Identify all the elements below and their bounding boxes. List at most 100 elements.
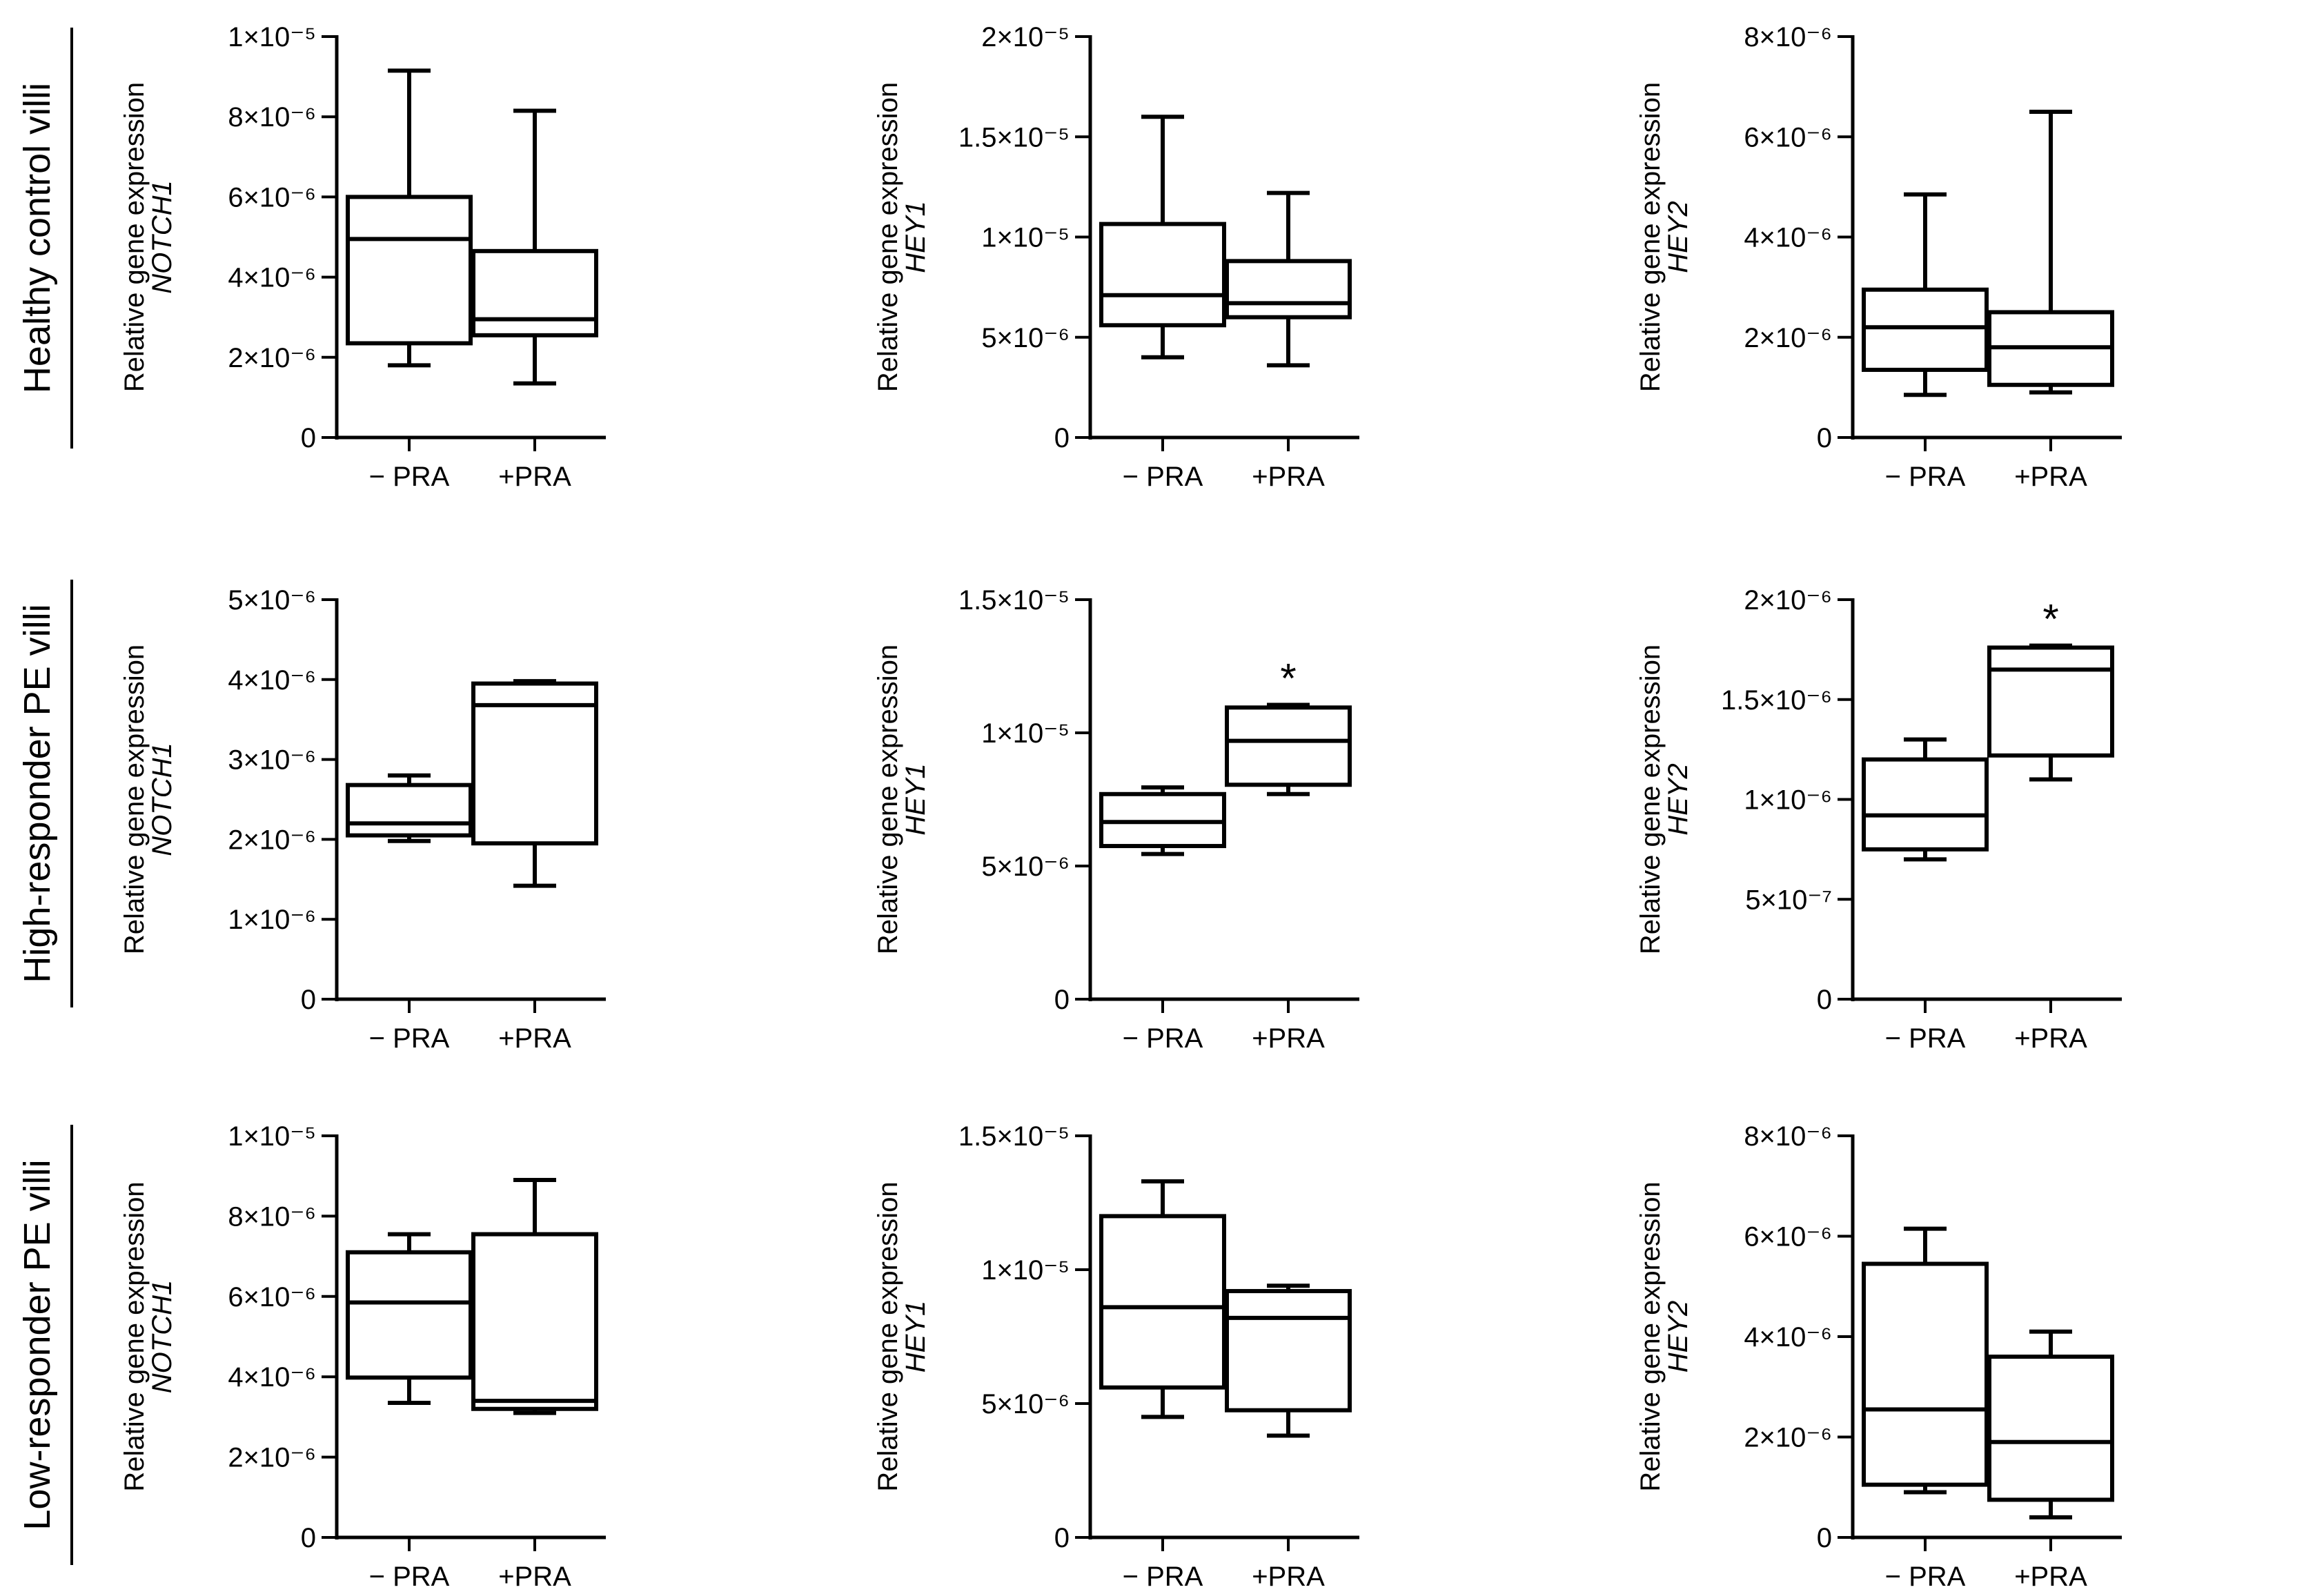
box-minus-pra <box>346 68 473 368</box>
iqr-box <box>471 1232 598 1411</box>
box-plus-pra <box>1225 702 1352 796</box>
box-plus-pra <box>1987 109 2114 395</box>
panel-r1-c0: 0 1×10⁻⁶ 2×10⁻⁶ 3×10⁻⁶ 4×10⁻⁶ 5×10⁻⁶ Relative … <box>119 585 606 1054</box>
y-tick-label: 8×10⁻⁶ <box>1744 22 1832 52</box>
y-tick-label: 1×10⁻⁵ <box>228 22 316 52</box>
x-category-label: +PRA <box>2014 1023 2087 1054</box>
box-plus-pra <box>1225 190 1352 368</box>
y-axis-label: Relative gene expression <box>1635 82 1666 392</box>
significance-asterisk: * <box>2042 596 2058 642</box>
y-axis-gene-label: HEY2 <box>1663 763 1693 836</box>
x-category-label: +PRA <box>498 1023 571 1054</box>
y-tick-label: 5×10⁻⁶ <box>228 585 316 616</box>
y-tick-label: 4×10⁻⁶ <box>228 1362 316 1393</box>
x-category-label: +PRA <box>1252 1023 1325 1054</box>
y-axis-gene-label: NOTCH1 <box>147 180 177 293</box>
y-tick-label: 0 <box>1054 1523 1070 1553</box>
y-tick-label: 1.5×10⁻⁵ <box>958 1121 1070 1152</box>
x-category-label: +PRA <box>498 1562 571 1592</box>
box-minus-pra <box>1099 115 1226 360</box>
y-tick-label: 2×10⁻⁶ <box>228 825 316 855</box>
y-tick-label: 2×10⁻⁶ <box>228 343 316 373</box>
y-axis-gene-label: HEY1 <box>900 763 931 836</box>
y-tick-label: 1×10⁻⁵ <box>981 223 1070 253</box>
y-tick-label: 2×10⁻⁵ <box>981 22 1070 52</box>
y-axis-label: Relative gene expression <box>119 1181 150 1491</box>
box-plus-pra <box>1987 1329 2114 1519</box>
y-tick-label: 5×10⁻⁶ <box>981 323 1070 353</box>
y-tick-label: 1×10⁻⁵ <box>981 718 1070 749</box>
iqr-box <box>1862 1261 1989 1487</box>
iqr-box <box>1099 1214 1226 1390</box>
y-axis-gene-label: NOTCH1 <box>147 1280 177 1393</box>
y-tick-label: 1×10⁻⁶ <box>228 905 316 935</box>
y-tick-label: 0 <box>1817 985 1832 1015</box>
y-tick-label: 2×10⁻⁶ <box>1744 323 1832 353</box>
y-tick-label: 0 <box>1054 985 1070 1015</box>
y-tick-label: 1×10⁻⁶ <box>1744 785 1832 816</box>
iqr-box <box>1862 757 1989 852</box>
x-category-label: − PRA <box>1123 1562 1203 1592</box>
x-category-label: +PRA <box>1252 462 1325 492</box>
row-label-1: High-responder PE villi <box>17 604 58 983</box>
y-tick-label: 0 <box>301 423 316 453</box>
y-tick-label: 3×10⁻⁶ <box>228 745 316 776</box>
y-tick-label: 5×10⁻⁶ <box>981 1389 1070 1419</box>
y-tick-label: 4×10⁻⁶ <box>1744 223 1832 253</box>
x-category-label: − PRA <box>1885 1562 1966 1592</box>
y-tick-label: 8×10⁻⁶ <box>228 1201 316 1232</box>
y-tick-label: 5×10⁻⁷ <box>1745 885 1832 915</box>
y-tick-label: 0 <box>1817 1523 1832 1553</box>
y-axis-label: Relative gene expression <box>1635 1181 1666 1491</box>
y-axis-gene-label: HEY1 <box>900 201 931 273</box>
iqr-box <box>1099 222 1226 328</box>
y-tick-label: 8×10⁻⁶ <box>228 102 316 132</box>
x-category-label: − PRA <box>1123 1023 1203 1054</box>
y-tick-label: 0 <box>1054 423 1070 453</box>
y-tick-label: 6×10⁻⁶ <box>228 182 316 213</box>
y-tick-label: 1.5×10⁻⁶ <box>1721 685 1832 716</box>
box-plus-pra <box>1987 643 2114 782</box>
x-category-label: − PRA <box>1123 462 1203 492</box>
x-category-label: − PRA <box>369 1562 450 1592</box>
box-plus-pra <box>1225 1283 1352 1438</box>
y-tick-label: 4×10⁻⁶ <box>1744 1322 1832 1352</box>
y-tick-label: 2×10⁻⁶ <box>1744 585 1832 616</box>
panel-r0-c1: 0 5×10⁻⁶ 1×10⁻⁵ 1.5×10⁻⁵ 2×10⁻⁵ Relative gene… <box>873 22 1359 492</box>
x-category-label: +PRA <box>498 462 571 492</box>
iqr-box <box>471 681 598 846</box>
y-axis-label: Relative gene expression <box>873 1181 903 1491</box>
iqr-box <box>1225 1289 1352 1413</box>
panel-r2-c1: 0 5×10⁻⁶ 1×10⁻⁵ 1.5×10⁻⁵ Relative gene expre… <box>873 1121 1359 1592</box>
y-axis-label: Relative gene expression <box>873 645 903 954</box>
panel-r1-c2: 0 5×10⁻⁷ 1×10⁻⁶ 1.5×10⁻⁶ 2×10⁻⁶ Relative gene… <box>1635 585 2122 1054</box>
y-tick-label: 1×10⁻⁵ <box>228 1121 316 1152</box>
row-label-0: Healthy control villi <box>17 83 58 393</box>
iqr-box <box>1987 645 2114 758</box>
y-tick-label: 2×10⁻⁶ <box>228 1443 316 1473</box>
y-tick-label: 8×10⁻⁶ <box>1744 1121 1832 1152</box>
box-minus-pra <box>1862 192 1989 397</box>
y-axis-gene-label: HEY2 <box>1663 1301 1693 1373</box>
y-tick-label: 6×10⁻⁶ <box>228 1282 316 1312</box>
y-tick-label: 1.5×10⁻⁵ <box>958 585 1070 616</box>
x-category-label: +PRA <box>2014 462 2087 492</box>
y-tick-label: 4×10⁻⁶ <box>228 263 316 293</box>
iqr-box <box>1987 1355 2114 1502</box>
box-minus-pra <box>1099 1179 1226 1419</box>
iqr-box <box>346 195 473 346</box>
y-tick-label: 1×10⁻⁵ <box>981 1255 1070 1286</box>
iqr-box <box>471 248 598 337</box>
x-category-label: +PRA <box>1252 1562 1325 1592</box>
x-category-label: − PRA <box>369 1023 450 1054</box>
y-tick-label: 6×10⁻⁶ <box>1744 1222 1832 1252</box>
iqr-box <box>346 783 473 838</box>
panel-r2-c2: 0 2×10⁻⁶ 4×10⁻⁶ 6×10⁻⁶ 8×10⁻⁶ Relative gene e… <box>1635 1121 2122 1592</box>
panel-r0-c0: 0 2×10⁻⁶ 4×10⁻⁶ 6×10⁻⁶ 8×10⁻⁶ 1×10⁻⁵ Relative … <box>119 22 606 492</box>
y-tick-label: 5×10⁻⁶ <box>981 852 1070 882</box>
y-tick-label: 1.5×10⁻⁵ <box>958 122 1070 152</box>
significance-asterisk: * <box>1280 655 1296 701</box>
x-category-label: − PRA <box>369 462 450 492</box>
iqr-box <box>346 1250 473 1380</box>
